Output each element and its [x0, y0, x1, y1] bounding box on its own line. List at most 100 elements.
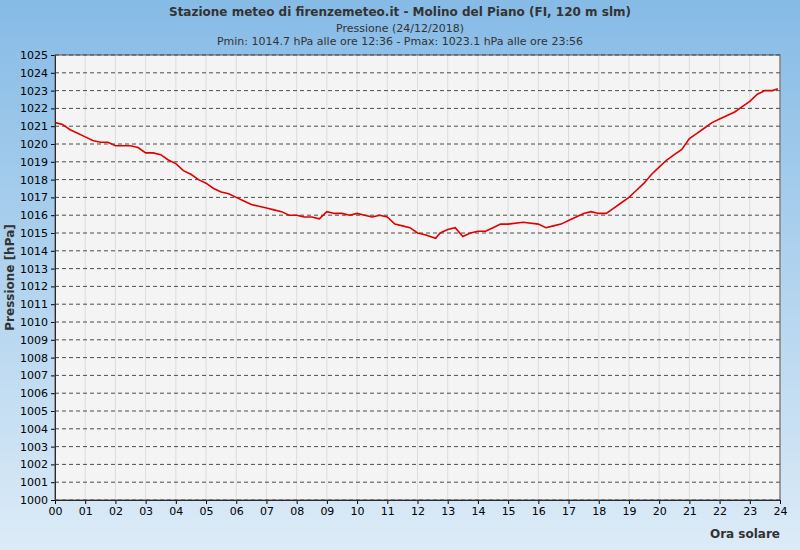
- x-tick-mark: [176, 500, 177, 504]
- x-tick: 16: [532, 500, 546, 518]
- plot-frame: [55, 55, 780, 500]
- grid-line-x: [477, 55, 478, 500]
- grid-line-y: [55, 268, 780, 269]
- y-tick-label: 1016: [20, 209, 48, 222]
- x-tick-mark: [327, 500, 328, 504]
- x-tick-mark: [357, 500, 358, 504]
- y-tick-mark: [51, 286, 55, 287]
- grid-line-x: [417, 55, 418, 500]
- y-tick: 1007: [20, 369, 55, 382]
- x-tick-mark: [750, 500, 751, 504]
- x-tick-label: 05: [200, 505, 214, 518]
- grid-line-x: [145, 55, 146, 500]
- x-tick-label: 20: [653, 505, 667, 518]
- x-tick-mark: [146, 500, 147, 504]
- x-tick: 12: [411, 500, 425, 518]
- y-tick-mark: [51, 429, 55, 430]
- x-tick-mark: [297, 500, 298, 504]
- x-tick-mark: [508, 500, 509, 504]
- grid-line-y: [55, 161, 780, 162]
- y-tick: 1018: [20, 174, 55, 187]
- y-tick-mark: [51, 197, 55, 198]
- y-tick-label: 1001: [20, 476, 48, 489]
- grid-line-x: [266, 55, 267, 500]
- grid-line-x: [749, 55, 750, 500]
- y-tick-label: 1012: [20, 280, 48, 293]
- y-tick-mark: [51, 322, 55, 323]
- y-tick: 1024: [20, 67, 55, 80]
- x-tick: 05: [200, 500, 214, 518]
- grid-line-x: [508, 55, 509, 500]
- x-axis: 0001020304050607080910111213141516171819…: [49, 500, 788, 518]
- y-tick-label: 1014: [20, 245, 48, 258]
- y-tick: 1016: [20, 209, 55, 222]
- y-tick: 1002: [20, 458, 55, 471]
- x-tick: 06: [230, 500, 244, 518]
- x-tick-label: 12: [411, 505, 425, 518]
- x-tick-mark: [780, 500, 781, 504]
- x-axis-title: Ora solare: [710, 527, 780, 541]
- y-tick-mark: [51, 251, 55, 252]
- subtitle: Pressione (24/12/2018): [336, 22, 464, 35]
- y-tick: 1008: [20, 352, 55, 365]
- x-tick: 18: [592, 500, 606, 518]
- x-tick: 21: [683, 500, 697, 518]
- x-tick: 10: [351, 500, 365, 518]
- grid-line-y: [55, 197, 780, 198]
- y-tick-label: 1005: [20, 405, 48, 418]
- y-tick: 1010: [20, 316, 55, 329]
- y-tick-mark: [51, 73, 55, 74]
- subtitle: Pmin: 1014.7 hPa alle ore 12:36 - Pmax: …: [217, 35, 583, 48]
- x-tick-label: 01: [79, 505, 93, 518]
- x-tick-mark: [206, 500, 207, 504]
- x-tick: 13: [441, 500, 455, 518]
- grid-line-y: [55, 108, 780, 109]
- y-tick-label: 1008: [20, 352, 48, 365]
- x-tick-label: 06: [230, 505, 244, 518]
- y-tick-label: 1017: [20, 191, 48, 204]
- title: Stazione meteo di firenzemeteo.it - Moli…: [169, 5, 631, 19]
- x-tick: 08: [290, 500, 304, 518]
- y-tick-mark: [51, 180, 55, 181]
- x-tick-label: 17: [562, 505, 576, 518]
- y-tick-label: 1009: [20, 334, 48, 347]
- y-tick: 1015: [20, 227, 55, 240]
- x-tick-mark: [387, 500, 388, 504]
- grid-line-y: [55, 446, 780, 447]
- x-tick-label: 10: [351, 505, 365, 518]
- y-tick-mark: [51, 55, 55, 56]
- y-tick-label: 1010: [20, 316, 48, 329]
- x-tick-mark: [538, 500, 539, 504]
- grid-line-y: [55, 179, 780, 180]
- x-tick-mark: [418, 500, 419, 504]
- grid-line-x: [659, 55, 660, 500]
- y-tick: 1023: [20, 85, 55, 98]
- chart: 1000100110021003100410051006100710081009…: [0, 0, 800, 550]
- x-tick: 20: [653, 500, 667, 518]
- grid-line-x: [538, 55, 539, 500]
- y-axis-title: Pressione [hPa]: [3, 224, 17, 330]
- grid-line-x: [447, 55, 448, 500]
- y-tick-label: 1020: [20, 138, 48, 151]
- grid-line-x: [387, 55, 388, 500]
- y-tick-label: 1004: [20, 423, 48, 436]
- grid-line-y: [55, 428, 780, 429]
- y-tick-mark: [51, 126, 55, 127]
- x-tick: 09: [320, 500, 334, 518]
- x-tick: 22: [713, 500, 727, 518]
- y-tick-mark: [51, 375, 55, 376]
- x-tick-label: 24: [774, 505, 788, 518]
- y-tick-label: 1024: [20, 67, 48, 80]
- x-tick-mark: [115, 500, 116, 504]
- grid-line-y: [55, 375, 780, 376]
- x-tick-mark: [720, 500, 721, 504]
- x-tick: 24: [774, 500, 788, 518]
- y-tick: 1001: [20, 476, 55, 489]
- x-tick-label: 14: [471, 505, 485, 518]
- y-tick-mark: [51, 91, 55, 92]
- grid-line-y: [55, 482, 780, 483]
- grid-line-x: [598, 55, 599, 500]
- y-tick-label: 1006: [20, 387, 48, 400]
- y-tick: 1021: [20, 120, 55, 133]
- grid-line-y: [55, 72, 780, 73]
